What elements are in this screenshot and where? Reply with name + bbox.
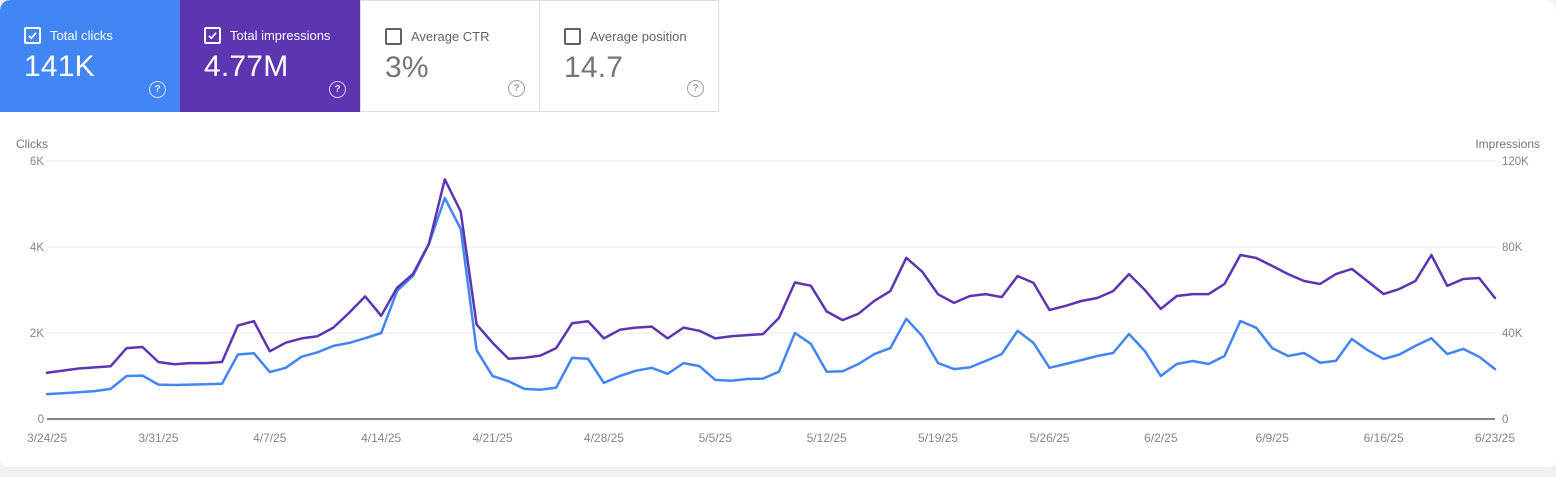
- metric-card-total-impressions[interactable]: Total impressions 4.77M ?: [180, 0, 360, 112]
- right-axis-title: Impressions: [1475, 137, 1540, 151]
- x-axis-tick: 6/9/25: [1256, 431, 1290, 445]
- x-axis-tick: 5/12/25: [807, 431, 847, 445]
- total-impressions-checkbox[interactable]: [204, 27, 221, 44]
- help-icon[interactable]: ?: [687, 80, 704, 97]
- x-axis-tick: 6/16/25: [1364, 431, 1404, 445]
- metric-card-average-ctr[interactable]: Average CTR 3% ?: [360, 0, 540, 112]
- right-axis-tick: 80K: [1502, 242, 1523, 254]
- left-axis-title: Clicks: [16, 137, 48, 151]
- clicks-impressions-chart[interactable]: 0 0 2K 40K 4K 80K 6K 120K Clicks Impressions 3/24/…: [0, 135, 1556, 465]
- help-icon[interactable]: ?: [508, 80, 525, 97]
- clicks-line: [45, 196, 1497, 396]
- average-position-checkbox[interactable]: [564, 28, 581, 45]
- x-axis-tick: 3/31/25: [138, 431, 178, 445]
- performance-chart-area[interactable]: 0 0 2K 40K 4K 80K 6K 120K Clicks Impressions 3/24/…: [0, 135, 1556, 465]
- metric-card-average-position[interactable]: Average position 14.7 ?: [539, 0, 719, 112]
- impressions-line: [45, 178, 1497, 375]
- x-axis-tick: 4/21/25: [473, 431, 513, 445]
- x-axis-tick: 3/24/25: [27, 431, 67, 445]
- help-icon[interactable]: ?: [329, 81, 346, 98]
- x-axis-tick: 5/19/25: [918, 431, 958, 445]
- average-position-value: 14.7: [564, 51, 624, 84]
- average-ctr-label: Average CTR: [411, 29, 490, 44]
- checkmark-icon: [208, 32, 217, 40]
- x-axis-tick: 5/26/25: [1029, 431, 1069, 445]
- help-icon[interactable]: ?: [149, 81, 166, 98]
- x-axis-tick: 4/14/25: [361, 431, 401, 445]
- performance-panel: Total clicks 141K ? Total impressions 4.…: [0, 0, 1556, 467]
- right-axis-tick: 120K: [1502, 156, 1529, 168]
- total-impressions-label: Total impressions: [230, 28, 331, 43]
- metric-card-total-clicks[interactable]: Total clicks 141K ?: [0, 0, 180, 112]
- total-clicks-checkbox[interactable]: [24, 27, 41, 44]
- metric-cards-row: Total clicks 141K ? Total impressions 4.…: [0, 0, 719, 112]
- checkmark-icon: [28, 32, 37, 40]
- total-impressions-value: 4.77M: [204, 50, 289, 83]
- x-axis-tick: 5/5/25: [699, 431, 733, 445]
- left-axis-tick: 6K: [30, 156, 44, 168]
- x-axis-tick: 6/2/25: [1144, 431, 1178, 445]
- left-axis-tick: 2K: [30, 328, 44, 340]
- average-position-label: Average position: [590, 29, 687, 44]
- right-axis-tick: 0: [1502, 414, 1508, 426]
- x-axis-tick: 4/28/25: [584, 431, 624, 445]
- total-clicks-label: Total clicks: [50, 28, 113, 43]
- average-ctr-value: 3%: [385, 51, 429, 84]
- x-axis-tick: 4/7/25: [253, 431, 287, 445]
- average-ctr-checkbox[interactable]: [385, 28, 402, 45]
- left-axis-tick: 4K: [30, 242, 44, 254]
- x-axis-tick: 6/23/25: [1475, 431, 1515, 445]
- right-axis-tick: 40K: [1502, 328, 1523, 340]
- left-axis-tick: 0: [38, 414, 44, 426]
- total-clicks-value: 141K: [24, 50, 95, 83]
